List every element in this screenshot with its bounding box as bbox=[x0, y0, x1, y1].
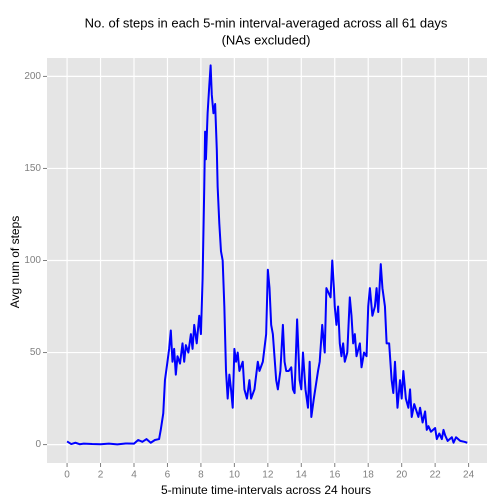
x-tick-label: 24 bbox=[463, 470, 475, 481]
x-tick-label: 0 bbox=[64, 470, 70, 481]
x-tick-label: 4 bbox=[131, 470, 137, 481]
x-tick-label: 12 bbox=[262, 470, 274, 481]
chart-title: No. of steps in each 5-min interval-aver… bbox=[85, 15, 448, 30]
x-tick-label: 20 bbox=[396, 470, 408, 481]
x-tick-label: 16 bbox=[329, 470, 341, 481]
x-tick-label: 22 bbox=[430, 470, 442, 481]
x-tick-label: 14 bbox=[296, 470, 308, 481]
x-tick-label: 18 bbox=[363, 470, 375, 481]
y-tick-label: 50 bbox=[30, 347, 42, 358]
y-tick-label: 150 bbox=[24, 163, 41, 174]
y-tick-label: 0 bbox=[35, 439, 41, 450]
y-axis-label: Avg num of steps bbox=[8, 216, 22, 309]
x-tick-label: 2 bbox=[98, 470, 104, 481]
chart-subtitle: (NAs excluded) bbox=[222, 32, 311, 47]
x-tick-label: 6 bbox=[165, 470, 171, 481]
y-tick-label: 100 bbox=[24, 255, 41, 266]
x-tick-label: 8 bbox=[198, 470, 204, 481]
line bbox=[66, 64, 468, 446]
x-tick-label: 10 bbox=[229, 470, 241, 481]
y-tick-label: 200 bbox=[24, 71, 41, 82]
x-axis-label: 5-minute time-intervals across 24 hours bbox=[161, 483, 371, 497]
